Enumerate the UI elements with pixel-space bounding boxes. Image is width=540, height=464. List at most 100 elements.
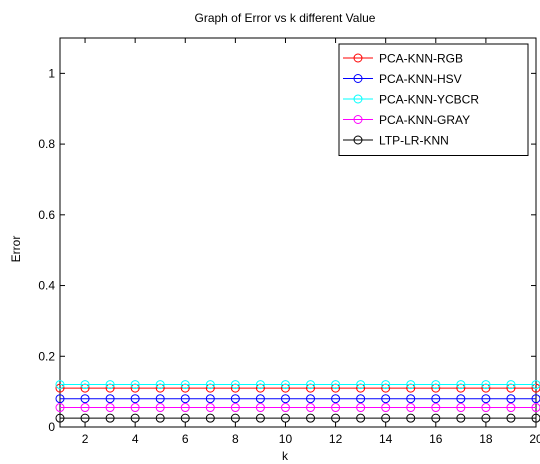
data-point <box>280 394 290 404</box>
data-point <box>306 394 316 404</box>
y-tick-label: 0.4 <box>38 279 55 293</box>
legend-marker <box>353 115 363 124</box>
data-point <box>431 413 441 423</box>
data-point <box>331 403 341 413</box>
data-point <box>255 413 265 423</box>
data-point <box>481 413 491 423</box>
data-point <box>230 413 240 423</box>
data-point <box>531 403 540 413</box>
series-layer <box>55 380 540 423</box>
legend-label: LTP-LR-KNN <box>379 134 449 148</box>
data-point <box>155 403 165 413</box>
data-point <box>531 413 540 423</box>
y-axis-label: Error <box>9 236 23 263</box>
series-pca-knn-hsv <box>55 394 540 404</box>
data-point <box>105 413 115 423</box>
data-point <box>481 380 491 390</box>
data-point <box>80 380 90 390</box>
legend-marker <box>353 94 363 104</box>
data-point <box>230 403 240 413</box>
series-ltp-lr-knn <box>55 413 540 423</box>
x-tick-label: 4 <box>132 432 139 446</box>
data-point <box>456 403 466 413</box>
legend-item: PCA-KNN-YCBCR <box>343 93 479 107</box>
series-pca-knn-gray <box>55 403 540 413</box>
data-point <box>280 403 290 413</box>
data-point <box>80 403 90 413</box>
data-point <box>80 394 90 404</box>
legend-item: PCA-KNN-HSV <box>343 72 462 86</box>
data-point <box>180 380 190 390</box>
data-point <box>180 413 190 423</box>
data-point <box>406 394 416 404</box>
data-point <box>431 380 441 390</box>
axis-ticks: 2 4 6 8 10 12 14 16 18 20 0 0.2 0.4 0.6 0.8 1 <box>38 38 540 446</box>
data-point <box>356 403 366 413</box>
data-point <box>55 413 65 423</box>
data-point <box>531 394 540 404</box>
x-axis-label: k <box>282 449 289 463</box>
data-point <box>406 403 416 413</box>
data-point <box>180 403 190 413</box>
data-point <box>205 380 215 390</box>
data-point <box>356 413 366 423</box>
data-point <box>506 403 516 413</box>
data-point <box>381 380 391 390</box>
legend-marker <box>353 135 363 145</box>
x-tick-label: 8 <box>232 432 239 446</box>
data-point <box>55 403 65 413</box>
data-point <box>205 413 215 423</box>
data-point <box>80 413 90 423</box>
data-point <box>381 413 391 423</box>
x-tick-label: 6 <box>182 432 189 446</box>
data-point <box>205 394 215 404</box>
data-point <box>306 403 316 413</box>
data-point <box>130 413 140 423</box>
x-tick-label: 16 <box>429 432 443 446</box>
data-point <box>331 380 341 390</box>
legend-item: PCA-KNN-RGB <box>343 52 463 66</box>
data-point <box>406 380 416 390</box>
data-point <box>155 413 165 423</box>
series-pca-knn-ycbcr <box>55 380 540 390</box>
data-point <box>481 394 491 404</box>
data-point <box>105 380 115 390</box>
data-point <box>456 394 466 404</box>
data-point <box>431 403 441 413</box>
data-point <box>306 413 316 423</box>
data-point <box>331 394 341 404</box>
data-point <box>456 413 466 423</box>
chart-title: Graph of Error vs k different Value <box>195 11 376 25</box>
y-tick-label: 0.2 <box>38 349 55 363</box>
data-point <box>356 394 366 404</box>
legend-box <box>338 43 529 156</box>
data-point <box>406 413 416 423</box>
x-tick-label: 12 <box>329 432 343 446</box>
data-point <box>255 380 265 390</box>
y-tick-label: 0 <box>48 420 55 434</box>
data-point <box>306 380 316 390</box>
data-point <box>506 394 516 404</box>
legend-label: PCA-KNN-HSV <box>379 72 462 86</box>
y-tick-label: 0.6 <box>38 208 55 222</box>
data-point <box>280 380 290 390</box>
data-point <box>356 380 366 390</box>
data-point <box>431 394 441 404</box>
legend-marker <box>353 53 363 63</box>
data-point <box>331 413 341 423</box>
data-point <box>230 380 240 390</box>
data-point <box>456 380 466 390</box>
y-tick-label: 1 <box>48 66 55 80</box>
data-point <box>255 403 265 413</box>
legend-label: PCA-KNN-GRAY <box>379 113 470 127</box>
data-point <box>130 394 140 404</box>
legend-item: LTP-LR-KNN <box>343 134 449 148</box>
data-point <box>481 403 491 413</box>
data-point <box>55 394 65 404</box>
data-point <box>506 413 516 423</box>
data-point <box>155 380 165 390</box>
data-point <box>381 403 391 413</box>
data-point <box>506 380 516 390</box>
x-tick-label: 14 <box>379 432 393 446</box>
